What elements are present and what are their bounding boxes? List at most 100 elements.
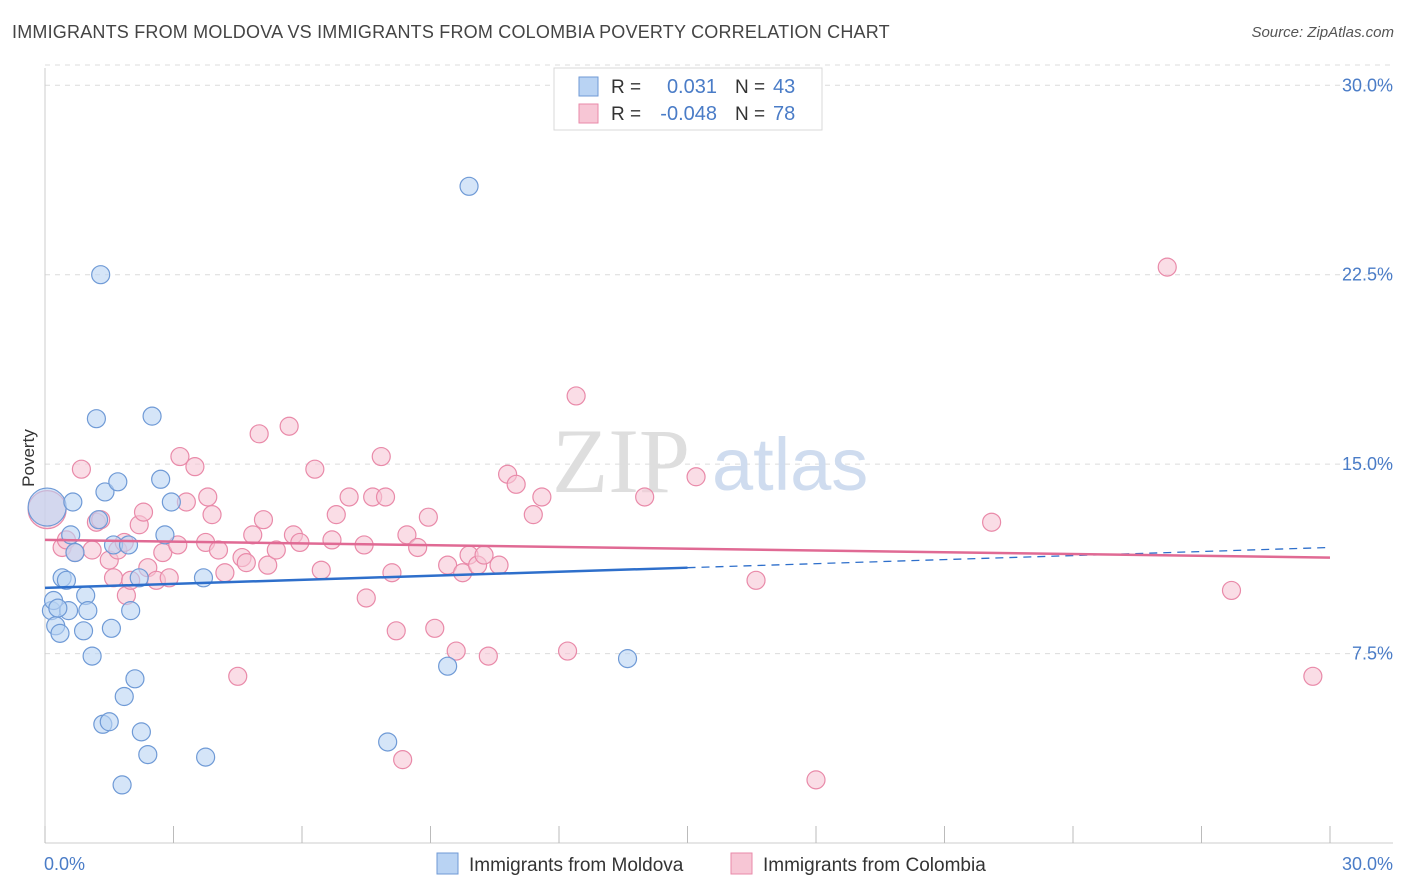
- moldova-point-14: [86, 409, 107, 429]
- colombia-point-31: [236, 553, 256, 573]
- colombia-point-59: [453, 563, 473, 583]
- colombia-point-19: [159, 568, 179, 588]
- colombia-point-78: [1303, 666, 1323, 686]
- colombia-point-40: [305, 459, 325, 479]
- colombia-point-77: [1221, 580, 1242, 601]
- y-tick-label-2: 22.5%: [1342, 265, 1393, 285]
- legend-n-label-2: N =: [735, 104, 765, 125]
- colombia-point-52: [393, 750, 413, 770]
- moldova-point-34: [161, 492, 181, 512]
- moldova-point-8: [63, 492, 83, 512]
- moldova-trend-extension: [687, 546, 1331, 569]
- moldova-point-20: [101, 618, 121, 638]
- colombia-point-49: [375, 487, 396, 507]
- moldova-point-19: [99, 712, 119, 732]
- moldova-point-41: [48, 598, 68, 618]
- colombia-point-51: [386, 621, 406, 641]
- axes: [44, 68, 1393, 844]
- moldova-point-33: [155, 525, 175, 545]
- legend-r-value-2: -0.048: [660, 103, 717, 125]
- colombia-point-36: [266, 540, 286, 560]
- x-tick-label-min: 0.0%: [44, 854, 85, 874]
- colombia-point-43: [326, 505, 346, 525]
- colombia-point-41: [311, 560, 331, 580]
- colombia-point-4: [71, 459, 92, 479]
- legend-n-label-1: N =: [735, 77, 765, 98]
- legend-r-label-2: R =: [611, 104, 641, 125]
- colombia-point-73: [746, 570, 766, 590]
- colombia-point-70: [566, 386, 586, 406]
- moldova-point-37: [378, 732, 398, 752]
- moldova-point-42: [50, 623, 70, 643]
- moldova-point-18: [95, 482, 115, 502]
- bottom-legend-colombia: Immigrants from Colombia: [763, 855, 986, 876]
- y-tick-label-3: 30.0%: [1342, 75, 1393, 95]
- moldova-point-25: [118, 535, 139, 555]
- colombia-point-33: [249, 424, 269, 444]
- trend-lines: [44, 538, 1331, 590]
- colombia-point-71: [635, 487, 655, 507]
- moldova-point-10: [73, 621, 94, 641]
- colombia-point-58: [446, 641, 466, 661]
- colombia-point-15: [133, 502, 154, 522]
- moldova-point-16: [91, 265, 111, 285]
- colombia-point-50: [382, 563, 402, 583]
- moldova-point-0: [27, 487, 67, 527]
- watermark-zip: ZIP: [552, 410, 690, 512]
- moldova-point-29: [131, 722, 151, 742]
- y-tick-label-0: 7.5%: [1352, 644, 1393, 664]
- legend-swatch-moldova: [578, 76, 599, 97]
- colombia-point-63: [478, 646, 498, 666]
- moldova-point-36: [196, 747, 216, 767]
- moldova-point-32: [151, 469, 171, 489]
- moldova-point-9: [65, 542, 85, 563]
- watermark-atlas: atlas: [712, 423, 868, 506]
- legend-swatch-colombia: [578, 103, 599, 124]
- legend-n-value-2: 78: [773, 103, 795, 125]
- colombia-point-5: [82, 540, 102, 560]
- colombia-point-54: [408, 537, 428, 558]
- colombia-trend-line: [44, 538, 1331, 559]
- bottom-legend-swatch-moldova: [436, 852, 459, 875]
- colombia-point-72: [686, 467, 706, 487]
- colombia-point-67: [523, 505, 543, 525]
- colombia-point-69: [557, 641, 578, 661]
- watermark: ZIP atlas: [552, 410, 868, 512]
- colombia-point-9: [103, 568, 124, 588]
- colombia-point-23: [185, 457, 205, 477]
- legend-n-value-1: 43: [773, 76, 795, 98]
- colombia-point-68: [532, 487, 552, 507]
- colombia-point-37: [279, 416, 299, 436]
- legend-box: R = 0.031 N = 43 R = -0.048 N = 78: [553, 67, 823, 131]
- colombia-point-75: [982, 512, 1002, 532]
- moldova-point-12: [78, 601, 98, 621]
- bottom-legend-moldova: Immigrants from Moldova: [469, 855, 684, 876]
- colombia-point-35: [258, 555, 278, 575]
- colombia-point-74: [806, 770, 826, 790]
- colombia-point-44: [339, 487, 359, 507]
- y-tick-labels: 7.5% 15.0% 22.5% 30.0%: [1342, 75, 1393, 663]
- colombia-point-48: [371, 446, 391, 467]
- moldova-point-15: [88, 510, 109, 530]
- legend-r-value-1: 0.031: [667, 76, 717, 98]
- moldova-point-22: [108, 472, 128, 492]
- source-credit: Source: ZipAtlas.com: [1251, 24, 1394, 41]
- x-tick-label-max: 30.0%: [1342, 854, 1393, 874]
- y-axis-title: Poverty: [19, 429, 38, 487]
- legend-r-label-1: R =: [611, 77, 641, 98]
- colombia-point-34: [253, 510, 274, 530]
- colombia-point-29: [228, 666, 248, 686]
- colombia-point-55: [418, 507, 438, 527]
- colombia-point-64: [489, 555, 509, 575]
- chart-title: IMMIGRANTS FROM MOLDOVA VS IMMIGRANTS FR…: [12, 22, 890, 42]
- moldova-point-13: [82, 646, 102, 666]
- colombia-point-76: [1157, 257, 1177, 277]
- moldova-point-5: [56, 570, 77, 590]
- colombia-point-32: [243, 525, 263, 545]
- moldova-point-30: [138, 744, 158, 765]
- moldova-trend-line: [44, 566, 688, 590]
- colombia-point-42: [322, 530, 342, 550]
- bottom-legend-swatch-colombia: [730, 852, 753, 875]
- moldova-point-38: [438, 656, 458, 676]
- colombia-point-46: [356, 588, 376, 608]
